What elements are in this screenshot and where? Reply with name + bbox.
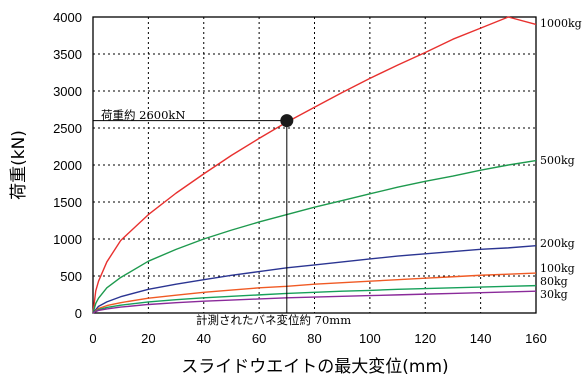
y-tick-label: 500: [60, 269, 82, 284]
series-label-500kg: 500kg: [540, 154, 575, 167]
x-tick-label: 100: [359, 331, 381, 346]
grid: [93, 17, 536, 313]
y-tick-label: 1500: [53, 195, 82, 210]
x-tick-label: 120: [414, 331, 436, 346]
series-label-200kg: 200kg: [540, 237, 575, 250]
x-tick-label: 40: [197, 331, 211, 346]
x-tick-label: 0: [89, 331, 96, 346]
y-tick-label: 3500: [53, 47, 82, 62]
series-label-100kg: 100kg: [540, 262, 575, 275]
series-line-500kg: [92, 159, 537, 314]
y-tick-label: 2000: [53, 158, 82, 173]
y-tick-label: 1000: [53, 232, 82, 247]
plot-frame: [92, 16, 537, 314]
y-tick-label: 2500: [53, 121, 82, 136]
y-tick-label: 3000: [53, 84, 82, 99]
x-tick-label: 140: [470, 331, 492, 346]
highlight-group: [93, 114, 294, 313]
x-tick-label: 160: [525, 331, 547, 346]
x-axis-title: スライドウエイトの最大変位(mm): [181, 357, 448, 377]
displacement-annotation: 計測されたバネ変位約 70mm: [196, 313, 351, 327]
y-tick-label: 4000: [53, 10, 82, 25]
x-tick-labels: 0 20 40 60 80 100 120 140 160: [89, 331, 546, 346]
series-label-1000kg: 1000kg: [540, 17, 582, 30]
highlight-point: [280, 114, 294, 128]
series-label-80kg: 80kg: [540, 275, 568, 288]
x-tick-label: 20: [141, 331, 155, 346]
y-tick-labels: 0 500 1000 1500 2000 2500 3000 3500 4000: [53, 10, 82, 321]
y-tick-label: 0: [75, 306, 82, 321]
x-tick-label: 60: [252, 331, 266, 346]
series-line-1000kg: [92, 16, 537, 314]
load-annotation: 荷重約 2600kN: [101, 108, 185, 122]
y-axis-title: 荷重(kN): [9, 130, 29, 200]
series-label-30kg: 30kg: [540, 288, 568, 301]
x-tick-label: 80: [307, 331, 321, 346]
